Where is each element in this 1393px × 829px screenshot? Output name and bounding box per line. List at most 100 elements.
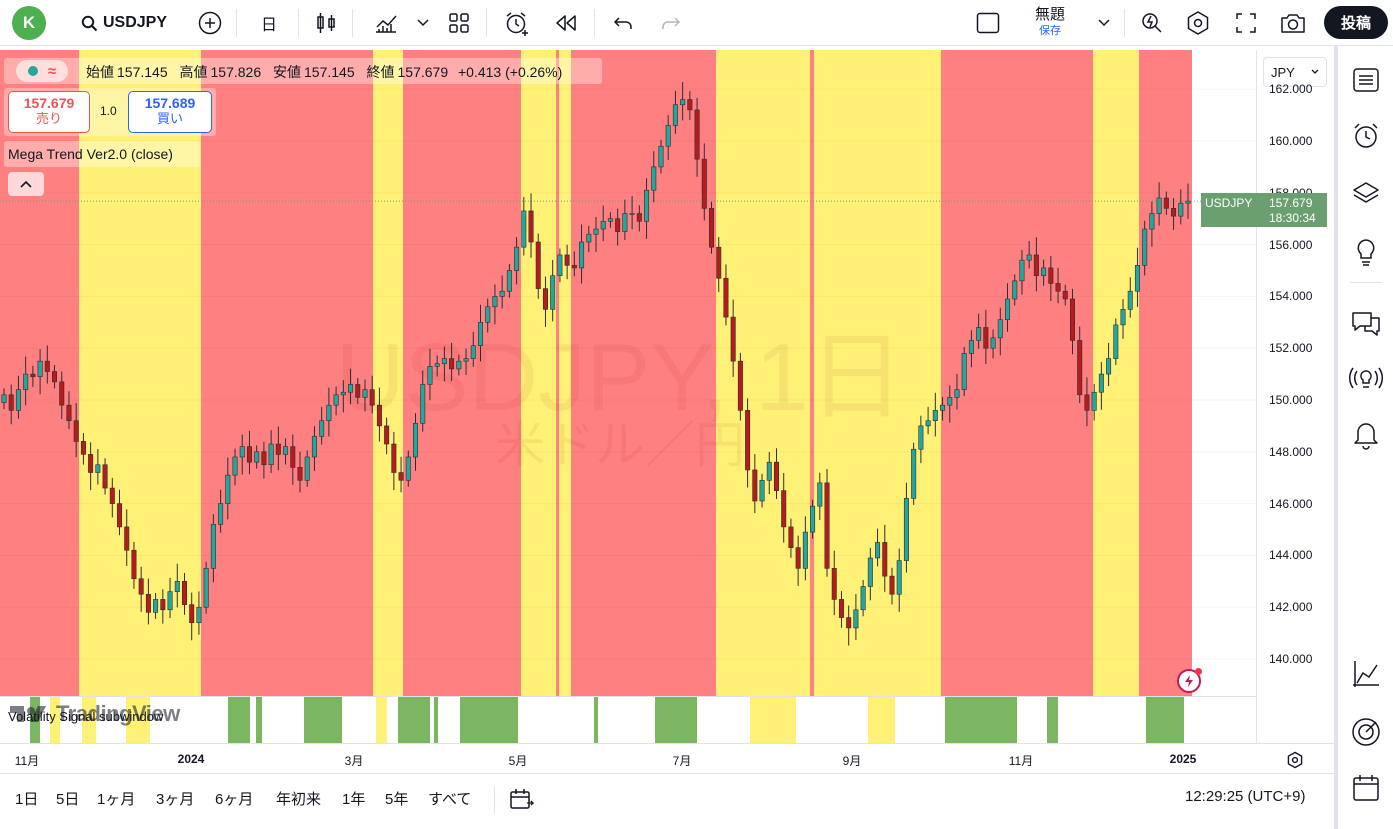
range-1y[interactable]: 1年 xyxy=(342,791,366,808)
streams-button[interactable] xyxy=(1348,362,1384,398)
alert-button[interactable] xyxy=(500,0,534,46)
range-6m[interactable]: 6ヶ月 xyxy=(215,791,254,808)
price-tick-label: 160.000 xyxy=(1269,134,1313,148)
volatility-signal-pane[interactable]: TradingView Volatility Signal subwindow xyxy=(0,696,1256,743)
object-tree-button[interactable] xyxy=(1348,176,1384,212)
fullscreen-icon xyxy=(1236,13,1256,33)
candle xyxy=(1005,283,1011,332)
range-1d[interactable]: 1日 xyxy=(15,791,39,808)
quick-search-button[interactable] xyxy=(1136,0,1168,46)
chart-pane[interactable]: USDJPY, 1日 米ドル／円 ≈ 始値 157.145 高値 157.826 安… xyxy=(0,50,1256,696)
candle xyxy=(853,594,859,640)
time-axis[interactable]: 11月 2024 3月 5月 7月 9月 11月 2025 xyxy=(0,743,1334,773)
volatility-signal-bar xyxy=(594,697,598,743)
range-5d[interactable]: 5日 xyxy=(56,791,80,808)
settings-button[interactable] xyxy=(1182,0,1214,46)
candle xyxy=(810,499,816,539)
interval-button[interactable]: 日 xyxy=(260,17,277,34)
ideas-button[interactable] xyxy=(1348,234,1384,270)
price-chart[interactable]: USDJPY, 1日 米ドル／円 xyxy=(0,50,1256,696)
currency-select[interactable]: JPY xyxy=(1263,57,1327,87)
chart-type-button[interactable] xyxy=(312,0,340,46)
bear-trend-band xyxy=(571,50,716,696)
alerts-button[interactable] xyxy=(1348,118,1384,154)
calendar-button[interactable] xyxy=(1348,770,1384,806)
price-tick-label: 146.000 xyxy=(1269,496,1313,511)
pattern-button[interactable] xyxy=(1348,656,1384,692)
candle xyxy=(651,151,657,203)
compare-button[interactable] xyxy=(196,0,224,46)
candle xyxy=(145,578,151,625)
watchlist-icon xyxy=(1353,68,1379,92)
candle xyxy=(369,375,375,414)
target-button[interactable] xyxy=(1348,714,1384,750)
indicators-dropdown[interactable] xyxy=(414,0,432,46)
candle xyxy=(1033,237,1039,292)
candle xyxy=(622,199,628,240)
low-label: 安値 xyxy=(273,64,301,80)
candle xyxy=(1149,201,1155,247)
templates-button[interactable] xyxy=(444,0,474,46)
chevron-down-icon xyxy=(417,19,429,27)
layout-button[interactable] xyxy=(972,0,1004,46)
settings-icon xyxy=(1187,11,1209,35)
volatility-signal-bar xyxy=(304,697,342,743)
range-1m[interactable]: 1ヶ月 xyxy=(97,791,136,808)
settings-icon xyxy=(1287,751,1303,769)
goto-date-button[interactable] xyxy=(508,788,535,812)
indicators-button[interactable] xyxy=(368,0,404,46)
watermark-description: 米ドル／円 xyxy=(495,416,745,474)
user-avatar[interactable]: K xyxy=(12,6,46,40)
chats-button[interactable] xyxy=(1348,306,1384,342)
candle xyxy=(745,398,751,488)
save-layout-button[interactable]: 無題 保存 xyxy=(1020,0,1080,46)
candle xyxy=(131,541,137,589)
subpane-title: Volatility Signal subwindow xyxy=(8,709,164,724)
bear-trend-band xyxy=(201,50,373,696)
replay-icon xyxy=(556,15,576,31)
clock-timezone[interactable]: 12:29:25 (UTC+9) xyxy=(1185,788,1306,805)
axis-settings-button[interactable] xyxy=(1284,749,1306,771)
range-all[interactable]: すべて xyxy=(428,791,472,808)
candle xyxy=(181,572,187,615)
snapshot-button[interactable] xyxy=(1276,0,1310,46)
volatility-caution-bar xyxy=(750,697,796,743)
bull-trend-band xyxy=(716,50,810,696)
candle xyxy=(326,387,332,437)
candle xyxy=(752,454,758,514)
watchlist-button[interactable] xyxy=(1348,62,1384,98)
collapse-legend-button[interactable] xyxy=(8,172,44,196)
candle xyxy=(817,472,823,521)
fullscreen-button[interactable] xyxy=(1230,0,1262,46)
candle xyxy=(153,592,159,619)
range-ytd[interactable]: 年初来 xyxy=(276,791,322,808)
lightning-badge[interactable] xyxy=(1177,668,1202,693)
redo-button[interactable] xyxy=(656,0,686,46)
price-axis[interactable]: JPY 162.000160.000158.000156.000154.0001… xyxy=(1201,50,1334,743)
range-3m[interactable]: 3ヶ月 xyxy=(156,791,195,808)
publish-button[interactable]: 投稿 xyxy=(1324,6,1388,39)
indicator-title[interactable]: Mega Trend Ver2.0 (close) xyxy=(8,146,173,162)
replay-button[interactable] xyxy=(550,0,582,46)
candle xyxy=(730,299,736,377)
candles-icon xyxy=(317,13,335,33)
alarm-icon xyxy=(1354,123,1378,148)
symbol-name: USDJPY xyxy=(102,14,168,31)
buy-price: 157.689 xyxy=(144,95,196,111)
time-label: 9月 xyxy=(842,754,862,768)
bear-trend-band xyxy=(1139,50,1192,696)
candle xyxy=(434,355,440,377)
candle xyxy=(1084,377,1090,427)
candle xyxy=(80,433,86,465)
candle xyxy=(607,212,613,228)
buy-button[interactable]: 157.689 買い xyxy=(128,91,212,133)
range-5y[interactable]: 5年 xyxy=(385,791,409,808)
candle xyxy=(1062,284,1068,306)
notifications-button[interactable] xyxy=(1348,418,1384,454)
symbol-search-button[interactable]: USDJPY xyxy=(74,0,174,46)
sell-button[interactable]: 157.679 売り xyxy=(8,91,90,133)
low-value: 157.145 xyxy=(304,64,355,80)
symbol-status-toggle[interactable]: ≈ xyxy=(16,60,68,82)
layout-dropdown[interactable] xyxy=(1094,0,1114,46)
undo-button[interactable] xyxy=(608,0,638,46)
